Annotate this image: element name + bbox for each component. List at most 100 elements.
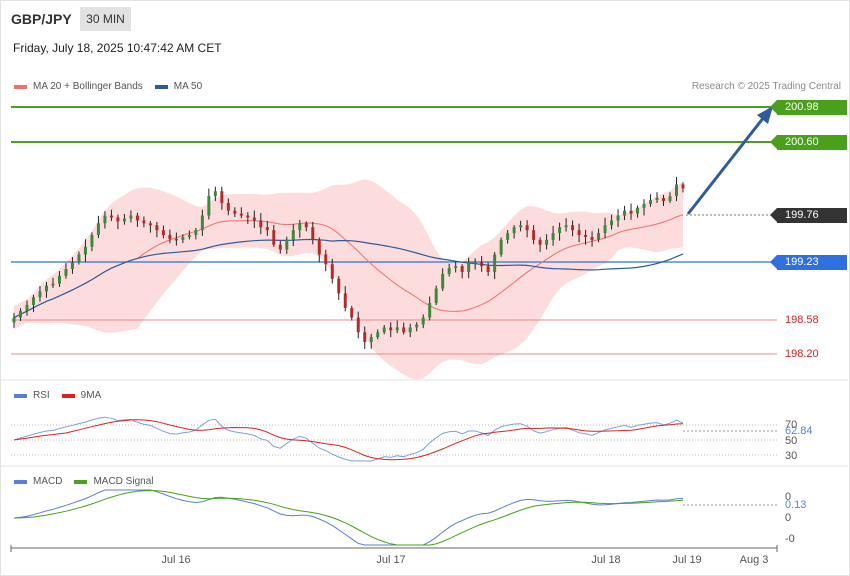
rsi-swatch (14, 393, 27, 398)
candle-body (564, 225, 568, 228)
candle-body (90, 235, 94, 247)
candle-body (610, 220, 614, 226)
candle-body (181, 236, 185, 240)
tag-pivot: 199.23 (770, 255, 847, 270)
candle-body (421, 317, 425, 325)
candle-body (31, 297, 35, 306)
candle-body (584, 235, 588, 237)
rsi-50-label: 50 (785, 435, 798, 447)
candle-body (629, 210, 633, 214)
candle-body (597, 233, 601, 240)
candle-body (545, 239, 549, 245)
rsi-line (13, 416, 684, 462)
ma20-swatch (14, 84, 27, 89)
candle-body (226, 202, 230, 211)
candle-body (168, 235, 172, 239)
candle-body (525, 225, 529, 231)
ma20-legend-label: MA 20 + Bollinger Bands (33, 81, 143, 92)
candle-body (259, 220, 263, 228)
candle-body (441, 273, 445, 289)
x-label-jul17: Jul 17 (376, 554, 406, 566)
candle-body (636, 207, 640, 214)
candle-body (662, 198, 666, 201)
candle-body (655, 198, 659, 201)
candle-body (51, 283, 55, 286)
x-label-jul19: Jul 19 (672, 554, 702, 566)
candle-body (122, 218, 126, 222)
tag-r2: 200.98 (770, 100, 847, 115)
candle-body (278, 244, 282, 250)
candle-body (25, 305, 29, 311)
candle-body (538, 239, 542, 245)
candle-body (603, 225, 607, 234)
candle-body (291, 230, 295, 240)
macd-line (13, 489, 684, 546)
candle-body (519, 225, 523, 228)
macd-signal-line (13, 489, 684, 546)
candle-body (187, 235, 191, 237)
candle-body (77, 254, 81, 263)
candle-body (434, 288, 438, 304)
candle-body (454, 266, 458, 269)
timestamp: Friday, July 18, 2025 10:47:42 AM CET (13, 41, 222, 55)
candle-body (480, 262, 484, 267)
candle-body (337, 278, 341, 294)
rsi-ma-swatch (61, 393, 75, 398)
x-label-jul16: Jul 16 (161, 554, 191, 566)
candle-body (44, 285, 48, 292)
candle-body (330, 264, 334, 279)
macd-legend: MACD MACD Signal (14, 476, 153, 487)
candle-body (343, 293, 347, 308)
candle-body (272, 230, 276, 245)
forecast-arrowhead (757, 106, 773, 124)
rsi-ma-line (13, 419, 684, 461)
candle-body (18, 310, 22, 318)
candle-body (116, 217, 120, 222)
candle-body (616, 215, 620, 221)
candle-body (70, 262, 74, 270)
main-legend: MA 20 + Bollinger Bands MA 50 (14, 81, 202, 92)
candle-body (57, 275, 61, 284)
candle-body (506, 233, 510, 240)
candle-body (558, 227, 562, 234)
timeframe-badge[interactable]: 30 MIN (80, 7, 131, 31)
candle-body (402, 327, 406, 333)
candle-body (220, 191, 224, 203)
candle-body (460, 266, 464, 272)
support-2-label: 198.20 (785, 348, 819, 360)
candle-body (532, 230, 536, 240)
candle-body (38, 291, 42, 298)
candle-body (623, 210, 627, 216)
candle-body (285, 239, 289, 250)
forecast-arrow (686, 116, 766, 215)
candle-body (161, 230, 165, 236)
rsi-legend-label: RSI (33, 390, 50, 401)
macd-swatch (14, 479, 27, 484)
candle-body (551, 233, 555, 240)
research-credit: Research © 2025 Trading Central (691, 81, 841, 92)
candle-body (408, 327, 412, 333)
candle-body (304, 223, 308, 228)
candle-body (135, 215, 139, 221)
candle-body (317, 239, 321, 255)
candle-body (512, 227, 516, 234)
ma50-line (13, 238, 684, 319)
candle-body (64, 269, 68, 276)
x-label-jul18: Jul 18 (591, 554, 621, 566)
candle-body (109, 215, 113, 218)
candle-body (246, 215, 250, 218)
macd-legend-label: MACD (33, 476, 63, 487)
macd-zero-tick: 0 (785, 512, 792, 524)
candle-body (356, 317, 360, 333)
candle-body (213, 191, 217, 197)
candlestick-series (12, 176, 685, 349)
symbol-title: GBP/JPY (11, 11, 72, 27)
candle-body (200, 215, 204, 231)
candle-body (350, 307, 354, 318)
candle-body (369, 337, 373, 342)
candle-body (96, 223, 100, 236)
tag-r1: 200.60 (770, 135, 847, 150)
candle-body (239, 213, 243, 216)
candle-body (12, 317, 16, 323)
candle-body (486, 266, 490, 272)
